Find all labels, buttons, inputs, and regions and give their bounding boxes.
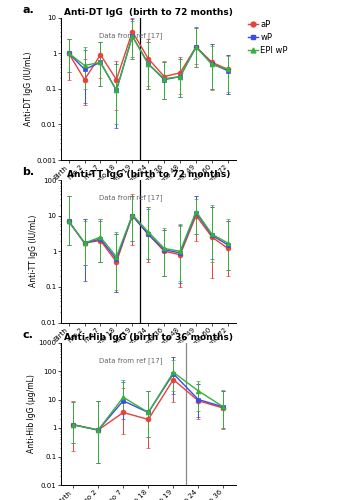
Title: Anti-TT IgG (birth to 72 months): Anti-TT IgG (birth to 72 months) <box>67 170 230 179</box>
Y-axis label: Anti-TT IgG (IU/mL): Anti-TT IgG (IU/mL) <box>29 215 38 288</box>
Text: b.: b. <box>22 167 34 177</box>
Legend: aP, wP, EPI wP: aP, wP, EPI wP <box>247 19 289 56</box>
Text: Data from ref [17]: Data from ref [17] <box>99 32 163 38</box>
Y-axis label: Anti-Hib IgG (µg/mL): Anti-Hib IgG (µg/mL) <box>27 374 36 453</box>
Text: c.: c. <box>22 330 33 340</box>
Title: Anti-Hib IgG (birth to 36 months): Anti-Hib IgG (birth to 36 months) <box>64 332 233 342</box>
Y-axis label: Anti-DT IgG (IU/mL): Anti-DT IgG (IU/mL) <box>25 52 33 126</box>
Text: Data from ref [17]: Data from ref [17] <box>99 194 163 201</box>
Text: Data from ref [17]: Data from ref [17] <box>99 357 163 364</box>
Text: a.: a. <box>22 4 34 15</box>
Title: Anti-DT IgG  (birth to 72 months): Anti-DT IgG (birth to 72 months) <box>64 8 233 16</box>
